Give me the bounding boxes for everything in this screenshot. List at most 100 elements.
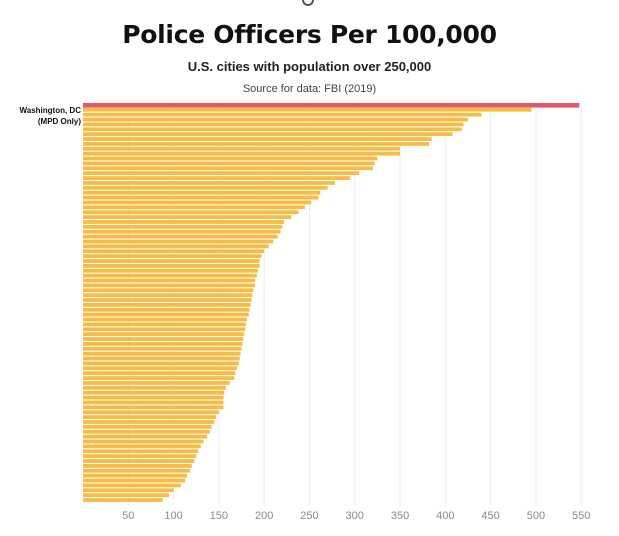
bar — [83, 415, 217, 419]
bar — [83, 146, 401, 151]
bar — [83, 117, 468, 122]
bar — [83, 376, 235, 380]
bar — [83, 498, 163, 502]
bar — [83, 371, 236, 376]
bar — [83, 420, 215, 424]
bar — [83, 390, 225, 395]
highlight-label: Washington, DC (MPD Only) — [8, 105, 81, 127]
x-tick-label: 350 — [391, 510, 409, 522]
bar — [83, 288, 254, 293]
bar — [83, 444, 201, 449]
bar — [83, 107, 532, 112]
bar — [83, 488, 174, 493]
bar — [83, 312, 249, 317]
bar — [83, 132, 453, 137]
bar — [83, 234, 278, 239]
bar — [83, 239, 274, 244]
bar-washington-dc — [83, 103, 580, 108]
bar — [83, 332, 245, 337]
bar — [83, 283, 256, 288]
bar — [83, 473, 188, 478]
bar — [83, 351, 241, 356]
bar — [83, 483, 181, 488]
logo-icon — [302, 0, 314, 6]
bar — [83, 317, 247, 322]
bar — [83, 381, 230, 385]
bar — [83, 434, 208, 439]
bar — [83, 303, 251, 307]
bar — [83, 205, 305, 210]
x-tick-label: 100 — [164, 510, 182, 522]
bar — [83, 400, 224, 405]
x-tick-label: 500 — [527, 510, 545, 522]
bar — [83, 424, 212, 429]
bar — [83, 229, 281, 234]
bar — [83, 112, 482, 117]
bar — [83, 263, 260, 268]
bar — [83, 463, 192, 468]
bar — [83, 278, 256, 283]
x-tick-label: 150 — [210, 510, 228, 522]
bar — [83, 322, 247, 327]
bar — [83, 215, 292, 219]
bar — [83, 337, 244, 341]
bar — [83, 439, 204, 444]
bar — [83, 259, 260, 263]
bar — [83, 356, 240, 361]
bar — [83, 166, 373, 171]
bar — [83, 220, 285, 224]
bar — [83, 200, 312, 205]
bar — [83, 249, 265, 254]
bar — [83, 195, 319, 200]
x-tick-label: 250 — [300, 510, 318, 522]
bar — [83, 190, 321, 195]
bar — [83, 224, 283, 229]
bar — [83, 210, 299, 215]
x-tick-label: 50 — [122, 510, 134, 522]
bar — [83, 268, 258, 273]
bar — [83, 395, 224, 400]
chart-source: Source for data: FBI (2019) — [242, 83, 377, 95]
bar — [83, 244, 269, 249]
bar — [83, 478, 186, 483]
chart-title: Police Officers Per 100,000 — [122, 20, 497, 49]
bar — [83, 385, 227, 390]
bar — [83, 171, 360, 176]
bar — [83, 459, 195, 463]
x-tick-label: 300 — [346, 510, 364, 522]
bar — [83, 151, 401, 156]
bar — [83, 185, 328, 190]
bar — [83, 361, 239, 366]
bar — [83, 366, 237, 371]
x-tick-label: 550 — [572, 510, 590, 522]
bar — [83, 493, 170, 498]
bar — [83, 156, 378, 161]
bar — [83, 273, 257, 278]
bar — [83, 137, 432, 141]
chart-subtitle: U.S. cities with population over 250,000 — [187, 59, 432, 74]
bar — [83, 254, 262, 259]
bar — [83, 181, 335, 185]
x-tick-label: 400 — [436, 510, 454, 522]
bar — [83, 293, 253, 298]
bar — [83, 342, 243, 346]
bar — [83, 410, 219, 415]
bar — [83, 449, 199, 454]
highlight-label-sub: (MPD Only) — [37, 117, 81, 126]
bar — [83, 405, 224, 410]
bar — [83, 454, 197, 459]
x-tick-label: 450 — [481, 510, 499, 522]
bar — [83, 298, 252, 302]
bar — [83, 429, 210, 434]
highlight-label-name: Washington, DC — [19, 106, 81, 115]
bar — [83, 176, 351, 180]
bar — [83, 161, 375, 166]
bar — [83, 307, 250, 312]
bar — [83, 327, 246, 332]
bar — [83, 346, 242, 351]
bar — [83, 468, 190, 473]
bar — [83, 122, 464, 127]
bar — [83, 142, 430, 146]
x-tick-label: 200 — [255, 510, 273, 522]
